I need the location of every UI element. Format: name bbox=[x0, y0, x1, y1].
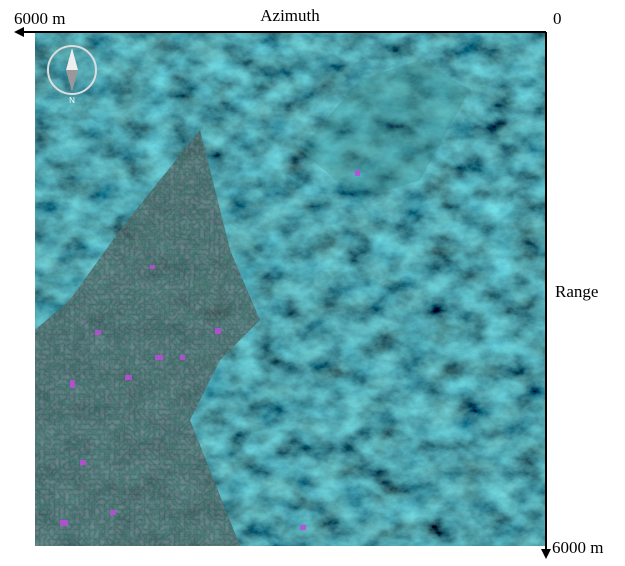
azimuth-label: Azimuth bbox=[260, 6, 320, 25]
sar-image bbox=[35, 32, 546, 546]
azimuth-arrow bbox=[14, 27, 24, 37]
sar-figure: N 6000 m Azimuth 0 Range 6000 m bbox=[0, 0, 625, 561]
compass-north: N bbox=[69, 96, 75, 105]
range-end-label: 6000 m bbox=[552, 538, 603, 557]
azimuth-end-label: 6000 m bbox=[14, 9, 65, 28]
range-arrow bbox=[541, 549, 551, 559]
range-label: Range bbox=[555, 282, 598, 301]
origin-label: 0 bbox=[553, 9, 562, 28]
